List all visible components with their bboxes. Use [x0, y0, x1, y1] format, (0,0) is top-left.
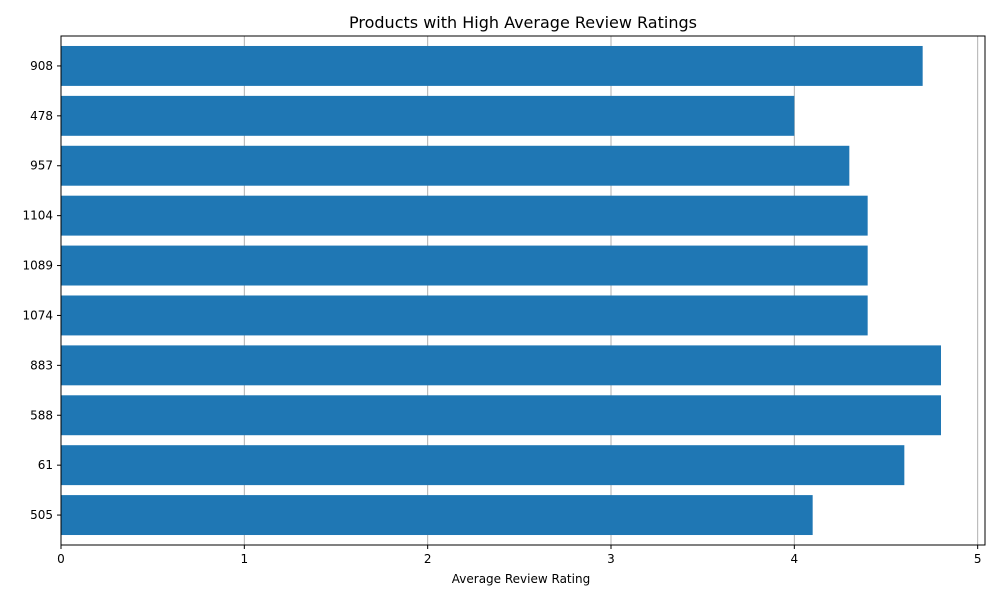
- bar: [61, 45, 923, 86]
- x-tick-label: 5: [974, 552, 982, 566]
- x-tick-label: 2: [424, 552, 432, 566]
- bar: [61, 445, 905, 486]
- y-tick-label: 883: [30, 358, 53, 372]
- x-axis-label: Average Review Rating: [452, 572, 590, 586]
- plot-frame: [60, 35, 986, 546]
- bar: [61, 295, 868, 336]
- y-tick-label: 478: [30, 109, 53, 123]
- y-tick-label: 588: [30, 408, 53, 422]
- bar: [61, 395, 941, 436]
- y-tick-label: 908: [30, 59, 53, 73]
- y-tick-label: 1089: [22, 259, 53, 273]
- chart-title: Products with High Average Review Rating…: [349, 13, 697, 32]
- x-tick-label: 0: [57, 552, 65, 566]
- y-tick-label: 1104: [22, 209, 53, 223]
- x-tick-label: 1: [241, 552, 249, 566]
- bars: [61, 45, 941, 536]
- y-tick-label: 505: [30, 508, 53, 522]
- x-tick-label: 4: [791, 552, 799, 566]
- y-tick-label: 1074: [22, 308, 53, 322]
- bar: [61, 245, 868, 286]
- bar: [61, 345, 941, 386]
- bar: [61, 145, 850, 186]
- x-tick-label: 3: [607, 552, 615, 566]
- x-axis-ticks: 0 1 2 3 4 5: [57, 545, 981, 566]
- y-tick-label: 957: [30, 159, 53, 173]
- bar: [61, 195, 868, 236]
- y-tick-label: 61: [38, 458, 53, 472]
- bar: [61, 95, 795, 136]
- y-axis-ticks: 908 478 957 1104 1089 1074 883 588 61 505: [22, 59, 61, 522]
- bar: [61, 495, 813, 536]
